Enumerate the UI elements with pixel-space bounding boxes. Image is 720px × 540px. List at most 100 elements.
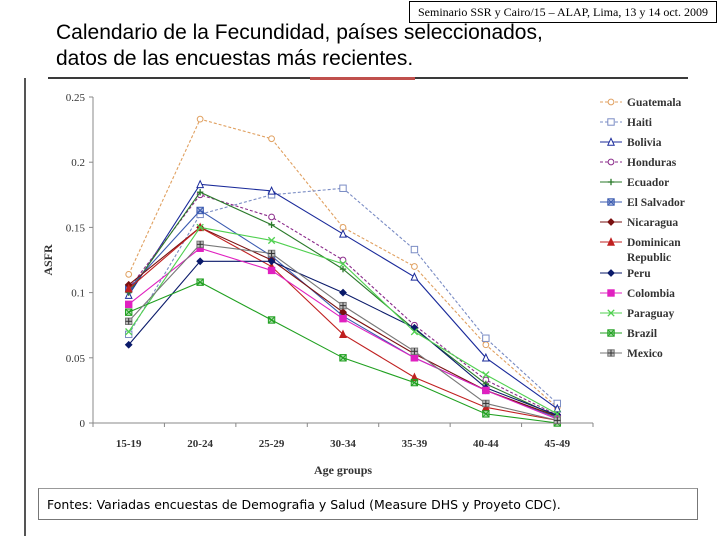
legend-label-bolivia: Bolivia [627, 137, 662, 149]
y-axis-title: ASFR [41, 244, 55, 276]
point-colombia-40-44 [482, 386, 490, 395]
legend-label-ecuador: Ecuador [627, 177, 669, 189]
y-tick-label-0: 0 [80, 418, 86, 430]
legend-marker-mexico [607, 349, 615, 357]
legend-marker-el-salvador [607, 198, 615, 206]
point-honduras-30-34 [339, 256, 347, 264]
point-mexico-20-24 [196, 240, 204, 249]
asfr-chart: 0 0.05 0.1 0.15 0.2 0.25 15-19 20-24 25-29 30-34 3… [38, 84, 700, 484]
point-dominican-republic-35-39 [410, 372, 419, 382]
point-peru-20-24 [196, 257, 205, 266]
x-tick-label-30-34: 30-34 [330, 438, 356, 450]
y-tick-label-5: 0.25 [66, 92, 86, 104]
point-haiti-30-34 [339, 184, 347, 192]
y-tick-label-4: 0.2 [71, 157, 85, 169]
legend-marker-nicaragua [607, 218, 615, 226]
source-note: Fontes: Variadas encuestas de Demografia… [38, 488, 698, 520]
legend-marker-colombia [607, 289, 615, 297]
legend-label-nicaragua: Nicaragua [627, 217, 678, 229]
x-tick-label-40-44: 40-44 [473, 438, 499, 450]
seminar-header: Seminario SSR y Cairo/15 – ALAP, Lima, 1… [409, 1, 717, 23]
legend-label-honduras: Honduras [627, 157, 677, 169]
legend-label-paraguay: Paraguay [627, 308, 675, 320]
x-tick-label-20-24: 20-24 [187, 438, 213, 450]
point-bolivia-30-34 [339, 229, 347, 238]
point-guatemala-35-39 [411, 263, 418, 270]
point-dominican-republic-30-34 [339, 329, 347, 339]
point-peru-30-34 [339, 288, 347, 297]
legend-label-colombia: Colombia [627, 288, 675, 300]
point-haiti-35-39 [410, 245, 419, 254]
series-line-peru [128, 260, 558, 416]
point-brazil-35-39 [410, 378, 419, 387]
point-bolivia-35-39 [410, 272, 419, 281]
legend-marker-paraguay [607, 309, 615, 317]
x-axis-title: Age groups [314, 463, 372, 477]
legend-label-dominican-republic: Dominican Republic [627, 237, 681, 264]
legend-label-guatemala: Guatemala [627, 97, 682, 109]
point-paraguay-45-49 [553, 410, 561, 418]
point-colombia-35-39 [410, 354, 419, 362]
point-guatemala-40-44 [482, 341, 490, 349]
point-paraguay-25-29 [267, 236, 276, 245]
point-dominican-republic-15-19 [124, 283, 133, 293]
legend-label-el-salvador: El Salvador [627, 197, 685, 209]
point-bolivia-25-29 [267, 185, 276, 195]
left-decorative-bar [24, 78, 26, 536]
point-brazil-15-19 [125, 308, 133, 316]
point-brazil-40-44 [482, 410, 490, 418]
point-mexico-45-49 [553, 416, 561, 425]
point-colombia-30-34 [339, 314, 347, 323]
x-tick-label-35-39: 35-39 [402, 438, 428, 450]
x-tick-label-15-19: 15-19 [116, 438, 142, 450]
legend-marker-honduras [607, 158, 615, 166]
slide-title: Calendario de la Fecundidad, países sele… [56, 20, 656, 72]
legend-label-brazil: Brazil [627, 328, 657, 340]
x-tick-label-25-29: 25-29 [259, 438, 285, 450]
slide-title-line2: datos de las encuestas más recientes. [56, 47, 414, 70]
point-paraguay-30-34 [339, 260, 347, 268]
point-brazil-25-29 [267, 316, 276, 324]
point-mexico-40-44 [482, 399, 490, 408]
slide-title-line1: Calendario de la Fecundidad, países sele… [56, 21, 543, 44]
point-mexico-25-29 [267, 249, 276, 258]
point-peru-15-19 [124, 340, 133, 349]
point-paraguay-35-39 [410, 328, 419, 336]
point-paraguay-15-19 [125, 328, 133, 336]
point-guatemala-20-24 [196, 115, 204, 123]
point-paraguay-40-44 [482, 371, 490, 379]
point-peru-25-29 [267, 257, 276, 266]
legend-marker-haiti [607, 118, 615, 126]
point-colombia-25-29 [267, 266, 276, 275]
point-guatemala-15-19 [125, 270, 133, 278]
x-tick-label-45-49: 45-49 [544, 438, 570, 450]
point-haiti-40-44 [482, 334, 490, 342]
point-ecuador-30-34 [339, 265, 347, 273]
y-tick-label-3: 0.15 [66, 222, 86, 234]
legend-marker-ecuador [607, 178, 615, 186]
legend-marker-guatemala [607, 98, 615, 106]
legend-marker-dominican-republic [607, 237, 615, 246]
series-line-dominican-republic [128, 226, 558, 421]
point-colombia-15-19 [125, 300, 133, 309]
point-el-salvador-20-24 [196, 206, 204, 215]
title-rule-accent [310, 77, 415, 80]
point-paraguay-20-24 [196, 223, 204, 232]
chart-svg: 0 0.05 0.1 0.15 0.2 0.25 15-19 20-24 25-29 30-34 3… [41, 92, 685, 477]
point-mexico-15-19 [125, 317, 133, 325]
legend-label-peru: Peru [627, 268, 651, 280]
point-bolivia-40-44 [481, 352, 490, 362]
point-brazil-30-34 [339, 354, 347, 362]
point-mexico-35-39 [410, 347, 419, 355]
point-brazil-20-24 [196, 278, 204, 286]
legend-marker-peru [607, 269, 615, 277]
y-tick-label-1: 0.05 [66, 353, 86, 365]
legend-marker-brazil [607, 329, 615, 337]
y-tick-label-2: 0.1 [71, 288, 85, 300]
point-honduras-25-29 [268, 213, 275, 221]
point-mexico-30-34 [339, 301, 347, 310]
legend-marker-bolivia [607, 137, 615, 146]
legend-label-haiti: Haiti [627, 117, 653, 129]
point-guatemala-25-29 [268, 135, 275, 143]
legend-label-mexico: Mexico [627, 348, 663, 360]
